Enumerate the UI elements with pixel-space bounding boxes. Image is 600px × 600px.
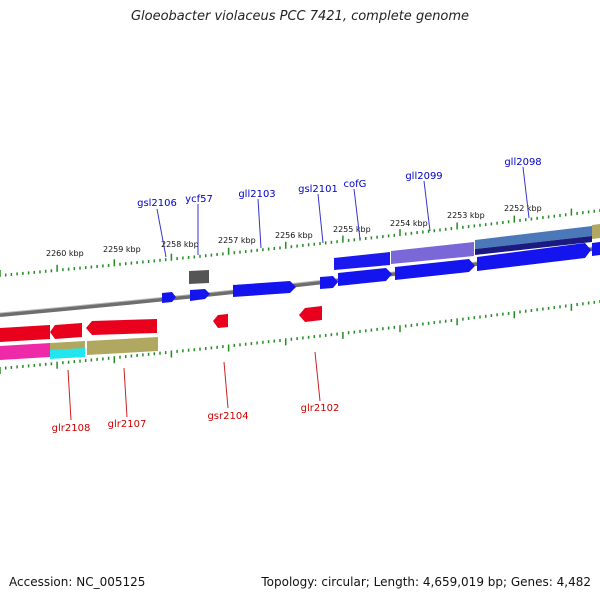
gene-gll2098-feature[interactable] <box>475 226 592 249</box>
gene-gll2099-feature[interactable] <box>391 242 474 264</box>
gene-label-ycf57[interactable]: ycf57 <box>185 194 213 205</box>
gene-label-gll2099[interactable]: gll2099 <box>405 171 442 182</box>
gene-label-glr2108[interactable]: glr2108 <box>52 423 91 434</box>
scale-label: 2256 kbp <box>275 231 313 240</box>
gene-glr2102-arrow[interactable] <box>299 306 322 322</box>
gene-label-gsl2101[interactable]: gsl2101 <box>298 184 338 195</box>
gene-glr2107-feature[interactable] <box>87 337 158 355</box>
gene-cofG-arrow[interactable] <box>338 268 392 286</box>
gene-glr2108-subfeature[interactable] <box>50 348 85 359</box>
scale-label: 2252 kbp <box>504 204 542 213</box>
scale-label: 2257 kbp <box>218 236 256 245</box>
lower-tick-scale <box>0 300 600 374</box>
scale-label: 2254 kbp <box>390 219 428 228</box>
gene-gll2099-arrow[interactable] <box>395 259 475 280</box>
map-title: Gloeobacter violaceus PCC 7421, complete… <box>130 9 470 24</box>
gene-gll2103-feature[interactable] <box>233 281 296 297</box>
genome-summary: Topology: circular; Length: 4,659,019 bp… <box>261 575 591 589</box>
upper-tick-scale <box>0 208 600 277</box>
gene-glr2108-arrow[interactable] <box>50 323 82 339</box>
scale-label: 2253 kbp <box>447 211 485 220</box>
gene-prev-subfeature <box>0 343 50 360</box>
gene-label-gsr2104[interactable]: gsr2104 <box>207 411 248 422</box>
scale-label: 2259 kbp <box>103 245 141 254</box>
gene-ycf57-feature[interactable] <box>189 270 209 284</box>
gene-ycf57-arrow[interactable] <box>190 289 210 301</box>
gene-gsl2101-feature[interactable] <box>320 276 338 289</box>
gene-label-glr2102[interactable]: glr2102 <box>301 403 340 414</box>
scale-label: 2255 kbp <box>333 225 371 234</box>
gene-next-arrow <box>592 242 600 256</box>
scale-label: 2258 kbp <box>161 240 199 249</box>
gene-prev-feature <box>0 325 50 342</box>
reverse-strand-features <box>0 306 322 360</box>
gene-label-gsl2106[interactable]: gsl2106 <box>137 198 177 209</box>
gene-label-gll2098[interactable]: gll2098 <box>504 157 541 168</box>
gene-gsr2104-arrow[interactable] <box>213 314 228 328</box>
gene-label-cofG[interactable]: cofG <box>344 179 367 190</box>
forward-label-connectors <box>156 166 530 258</box>
forward-strand-features <box>162 224 600 303</box>
gene-label-gll2103[interactable]: gll2103 <box>238 189 275 200</box>
gene-gll2098-subfeature[interactable] <box>475 236 592 255</box>
gene-label-glr2107[interactable]: glr2107 <box>108 419 147 430</box>
reverse-label-connectors <box>67 351 321 421</box>
gene-cofG-feature[interactable] <box>334 252 390 270</box>
scale-label: 2260 kbp <box>46 249 84 258</box>
gene-next-feature <box>592 224 600 239</box>
gene-gsl2106-feature[interactable] <box>162 292 176 303</box>
gene-gll2098-arrow[interactable] <box>477 243 591 271</box>
accession-label: Accession: NC_005125 <box>9 575 146 589</box>
gene-glr2107-arrow[interactable] <box>86 319 157 335</box>
